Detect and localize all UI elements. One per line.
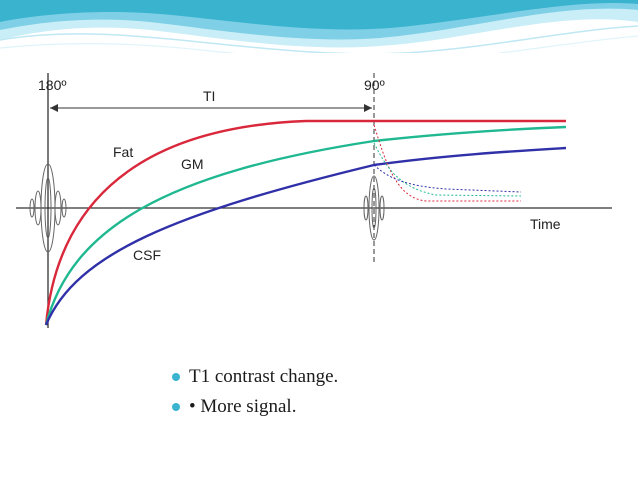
pulse-90-rf-icon — [363, 175, 385, 241]
ti-arrow-left — [50, 104, 58, 112]
gm-decay-dotted — [373, 142, 522, 197]
bullet-text: T1 contrast change. — [189, 366, 339, 387]
fat-label: Fat — [113, 144, 133, 160]
gm-recovery-curve — [44, 125, 567, 326]
bullet-dot-icon — [172, 403, 180, 411]
bullet-text: • More signal. — [189, 396, 297, 417]
pulse-90-label: 90º — [364, 77, 385, 93]
csf-label: CSF — [133, 247, 161, 263]
gm-label: GM — [181, 156, 204, 172]
bullet-list: T1 contrast change. • More signal. — [172, 362, 592, 422]
time-axis-label: Time — [530, 216, 561, 232]
diagram-canvas: 180º 90º TI Fat GM CSF Time — [16, 73, 612, 328]
pulse-180-rf-icon — [29, 163, 67, 253]
pulse-180-label: 180º — [38, 77, 66, 93]
bullet-item: T1 contrast change. — [172, 362, 592, 392]
ti-arrow-right — [364, 104, 372, 112]
bullet-item: • More signal. — [172, 392, 592, 422]
bullet-dot-icon — [172, 373, 180, 381]
fat-decay-dotted — [373, 124, 521, 202]
csf-recovery-curve — [44, 146, 567, 326]
ti-label: TI — [203, 88, 215, 104]
t1-recovery-diagram: 180º 90º TI Fat GM CSF Time — [16, 53, 612, 340]
csf-decay-dotted — [373, 164, 522, 193]
fat-recovery-curve — [44, 119, 566, 326]
